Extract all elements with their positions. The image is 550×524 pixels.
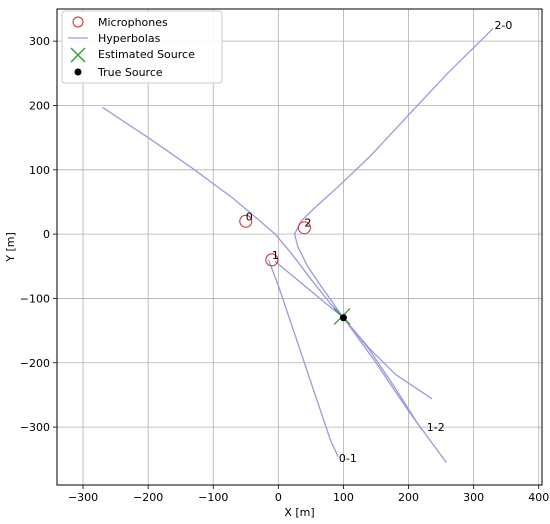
y-tick-label: 200 [29,99,50,112]
x-tick-label: −100 [198,491,228,504]
x-tick-label: 0 [275,491,282,504]
hyperbola-curves: 0-1 1-2 2-0 [102,19,512,465]
x-tick-label: 400 [528,491,549,504]
microphone-label-2: 2 [304,217,311,230]
legend: Microphones Hyperbolas Estimated Source … [61,10,223,84]
microphone-2 [297,221,311,235]
x-tick-label: 300 [463,491,484,504]
legend-hyperbolas-label: Hyperbolas [98,32,161,45]
legend-estimated-source-icon [70,47,86,63]
x-axis-label: X [m] [284,506,314,519]
legend-true-source-icon [74,68,82,76]
x-tick-label: −200 [133,491,163,504]
hyperbola-label-2-0: 2-0 [494,19,512,32]
y-axis-label: Y [m] [4,232,17,263]
hyperbola-1-2-branch [274,260,423,431]
true-source-marker [339,314,347,322]
grid [57,9,542,485]
x-tick-label: 200 [398,491,419,504]
markers: 0 1 2 [239,210,351,325]
y-tick-label: 300 [29,35,50,48]
ticks: −300 −200 −100 0 100 200 300 400−300−200−100010… [20,35,549,504]
microphone-label-0: 0 [246,210,253,223]
hyperbola-2-0-branch [293,27,494,463]
x-tick-label: 100 [333,491,354,504]
hyperbola-label-1-2: 1-2 [427,421,445,434]
y-tick-label: −200 [20,357,50,370]
microphone-label-1: 1 [272,249,279,262]
legend-estimated-source-label: Estimated Source [98,48,195,61]
y-tick-label: −100 [20,292,50,305]
y-tick-label: −300 [20,421,50,434]
microphone-0 [239,214,253,228]
y-tick-label: 100 [29,164,50,177]
legend-microphones-icon [72,16,84,28]
x-tick-label: −300 [68,491,98,504]
legend-true-source-label: True Source [97,66,163,79]
plot-frame [56,8,543,486]
microphone-1 [265,253,279,267]
hyperbola-0-1-branch [267,259,339,457]
hyperbola-0-1-branch [102,106,433,400]
hyperbola-label-0-1: 0-1 [339,452,357,465]
legend-microphones-label: Microphones [98,16,168,29]
y-tick-label: 0 [43,228,50,241]
